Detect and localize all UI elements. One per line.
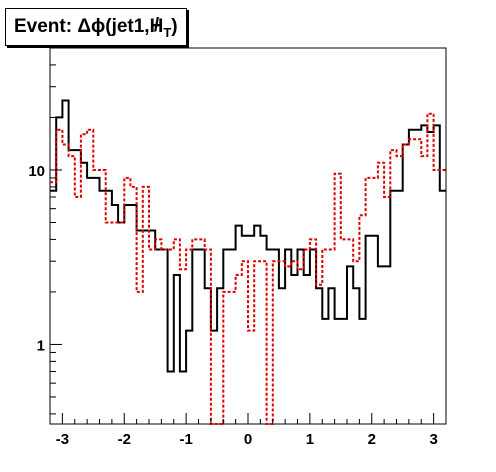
y-tick-label: 10 xyxy=(28,163,45,180)
x-tick-label: 0 xyxy=(244,431,252,448)
x-tick-label: -2 xyxy=(118,431,131,448)
missing-ht-letter: H xyxy=(149,16,164,37)
chart-title: Event: Δϕ(jet1,H / T) xyxy=(5,8,187,46)
x-tick-label: 2 xyxy=(368,431,376,448)
x-tick-label: 1 xyxy=(306,431,314,448)
missing-ht-symbol: H / xyxy=(150,9,164,45)
x-tick-label: -3 xyxy=(56,431,69,448)
series-0-histogram xyxy=(50,99,446,373)
axis-layer: -3 -2 -1 0 1 2 3 1 10 xyxy=(28,47,447,448)
chart-title-suffix: ) xyxy=(171,16,178,37)
chart-title-prefix: Event: Δϕ(jet1, xyxy=(14,16,150,37)
x-tick-label: -1 xyxy=(179,431,192,448)
missing-ht-subscript: T xyxy=(163,24,172,40)
missing-ht-slash: / xyxy=(153,15,160,36)
series-layer xyxy=(50,99,446,425)
series-1-histogram xyxy=(50,112,446,425)
y-tick-label: 1 xyxy=(37,337,45,354)
x-tick-label: 3 xyxy=(429,431,437,448)
